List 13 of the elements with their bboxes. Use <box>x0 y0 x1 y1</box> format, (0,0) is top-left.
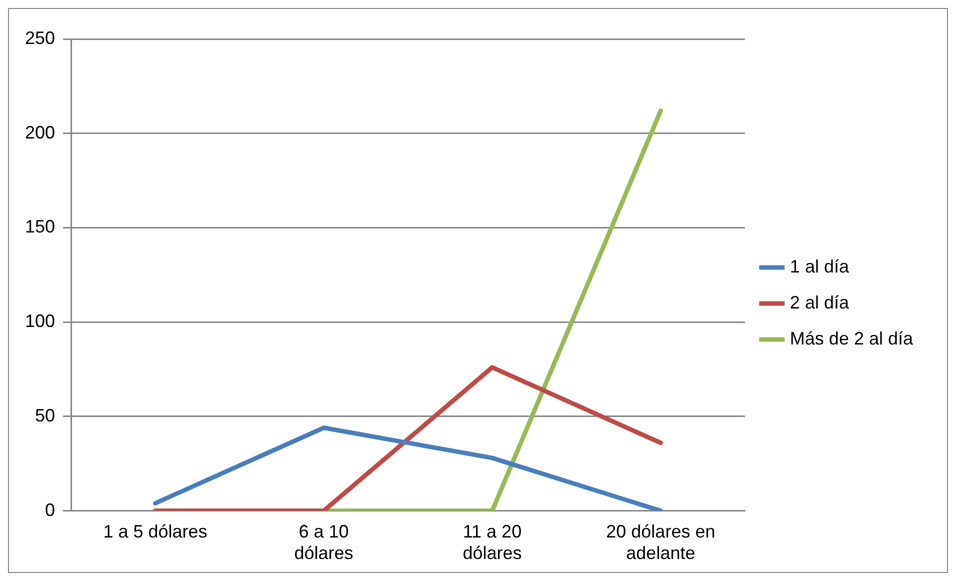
x-tick-label: 6 a 10 dólares <box>294 522 354 564</box>
y-tick-label: 250 <box>24 28 56 48</box>
legend-label: 1 al día <box>790 256 850 276</box>
x-tick-label: 1 a 5 dólares <box>103 522 208 542</box>
x-tick-label: 11 a 20 dólares <box>462 522 522 564</box>
y-tick-label: 200 <box>24 122 56 142</box>
legend-label: 2 al día <box>790 292 850 312</box>
y-tick-label: 0 <box>45 500 56 520</box>
y-tick-label: 50 <box>35 405 56 426</box>
legend-label: Más de 2 al día <box>790 328 914 348</box>
x-tick-label: 20 dólares en adelante <box>606 522 716 564</box>
y-tick-label: 100 <box>24 311 56 332</box>
y-tick-label: 150 <box>24 216 56 237</box>
